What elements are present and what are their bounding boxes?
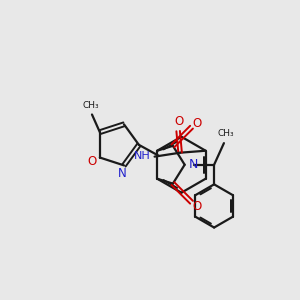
Text: O: O bbox=[193, 117, 202, 130]
Text: N: N bbox=[118, 167, 126, 180]
Text: O: O bbox=[175, 115, 184, 128]
Text: O: O bbox=[193, 200, 202, 213]
Text: CH₃: CH₃ bbox=[218, 129, 234, 138]
Text: CH₃: CH₃ bbox=[83, 101, 99, 110]
Text: N: N bbox=[189, 158, 198, 171]
Text: NH: NH bbox=[134, 151, 151, 160]
Text: O: O bbox=[87, 155, 97, 168]
